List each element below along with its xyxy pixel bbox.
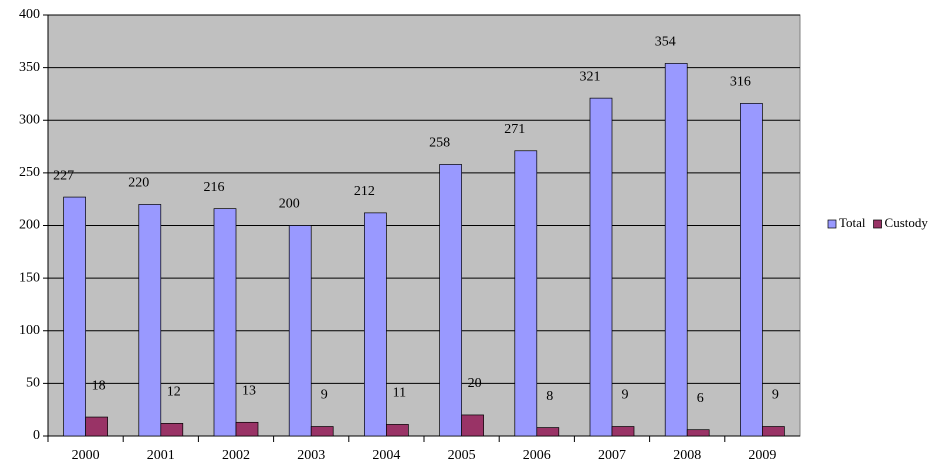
bar: [235, 421, 259, 437]
data-label: 9: [772, 388, 779, 403]
data-label: 354: [655, 35, 676, 50]
legend-swatch: [827, 219, 837, 229]
bar: [439, 164, 462, 437]
x-tick-label: 2000: [72, 448, 100, 463]
bar: [536, 427, 560, 437]
bar: [364, 212, 387, 437]
bar: [740, 103, 763, 437]
data-label: 9: [321, 388, 328, 403]
y-tick-label: 50: [26, 376, 40, 391]
data-label: 8: [546, 389, 553, 404]
bar: [160, 423, 184, 437]
x-tick-label: 2006: [523, 448, 551, 463]
y-tick-label: 350: [19, 60, 40, 75]
y-tick-label: 300: [19, 112, 40, 127]
data-label: 12: [167, 385, 181, 400]
x-tick-label: 2003: [297, 448, 325, 463]
data-label: 321: [580, 69, 601, 84]
bar: [514, 150, 538, 437]
bar: [762, 426, 785, 437]
data-label: 316: [730, 75, 751, 90]
data-label: 18: [92, 378, 106, 393]
bar: [85, 416, 108, 437]
y-tick-label: 200: [19, 218, 40, 233]
data-label: 6: [697, 391, 704, 406]
legend-label: Total: [839, 215, 866, 230]
data-label: 271: [504, 122, 525, 137]
x-tick-label: 2008: [673, 448, 701, 463]
bar: [589, 97, 613, 437]
data-label: 200: [279, 197, 300, 212]
x-tick-label: 2004: [372, 448, 400, 463]
bar: [310, 426, 334, 437]
bar: [611, 426, 635, 437]
y-tick-label: 150: [19, 270, 40, 285]
data-label: 227: [53, 168, 74, 183]
data-label: 13: [242, 384, 256, 399]
x-tick-label: 2002: [222, 448, 250, 463]
legend-swatch: [873, 219, 882, 229]
x-tick-label: 2009: [748, 448, 776, 463]
data-label: 9: [622, 388, 629, 403]
y-tick-label: 0: [33, 428, 40, 443]
bar: [386, 424, 409, 437]
data-label: 220: [128, 176, 149, 191]
data-label: 216: [204, 180, 225, 195]
y-tick-label: 400: [19, 7, 40, 22]
bar: [664, 63, 688, 437]
bar: [63, 196, 86, 437]
data-label: 258: [429, 136, 450, 151]
data-label: 212: [354, 184, 375, 199]
data-label: 20: [468, 376, 482, 391]
bar: [138, 204, 162, 437]
x-tick-label: 2005: [448, 448, 476, 463]
bar: [461, 414, 484, 437]
y-tick-label: 100: [19, 323, 40, 338]
x-tick-label: 2001: [147, 448, 175, 463]
x-tick-label: 2007: [598, 448, 626, 463]
bar: [686, 429, 710, 437]
y-tick-label: 250: [19, 165, 40, 180]
legend-label: Custody: [885, 215, 929, 230]
bar: [213, 208, 237, 437]
data-label: 11: [393, 386, 406, 401]
bar: [288, 225, 312, 437]
